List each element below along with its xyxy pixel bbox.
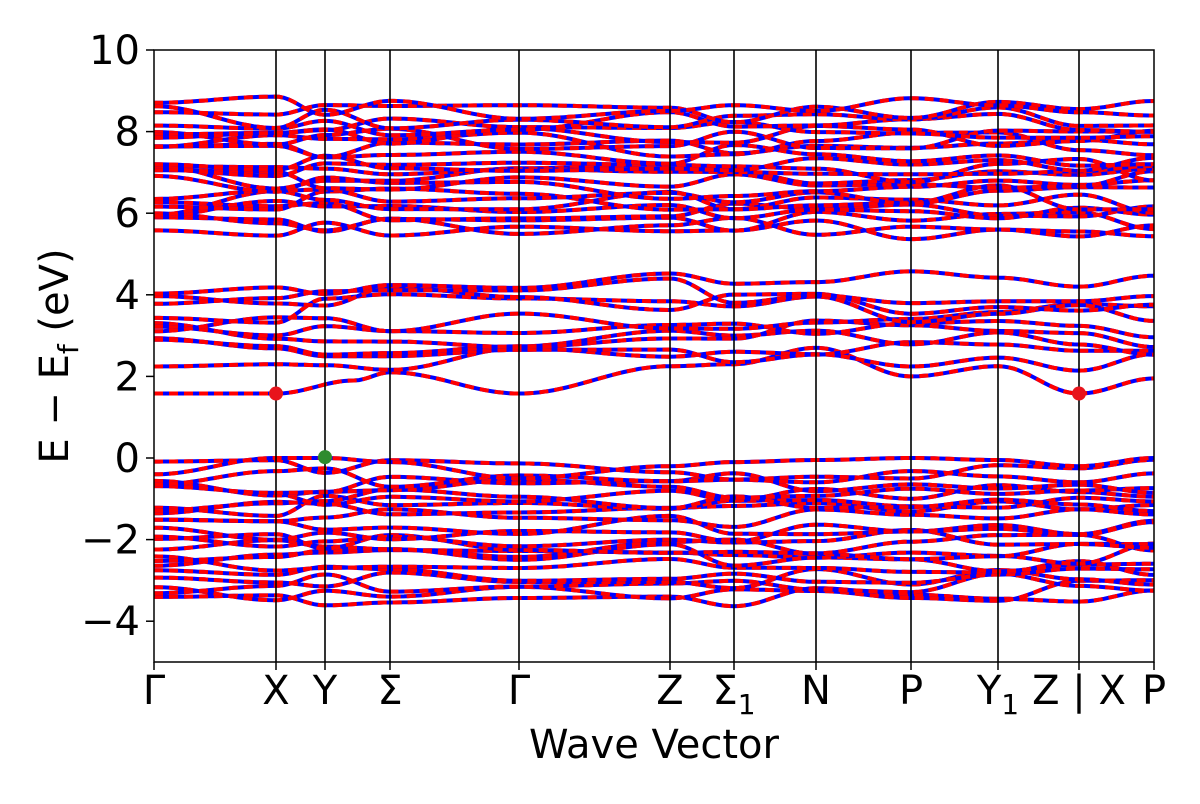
x-tick-label: X — [262, 668, 289, 714]
band-line-spin-a — [154, 578, 1154, 603]
vbm-marker — [318, 450, 332, 465]
band-line-spin-a — [154, 518, 1154, 544]
band-line-spin-a — [154, 276, 1154, 306]
band-line-spin-a — [154, 163, 1154, 177]
y-tick-label: −4 — [81, 599, 140, 645]
band-edge-markers — [269, 386, 1086, 465]
x-tick-label: Y1 — [976, 668, 1019, 721]
y-axis-title: E − Ef (eV) — [32, 248, 85, 463]
y-tick-label: 4 — [115, 273, 140, 319]
band-line-spin-a — [154, 104, 1154, 131]
band-line-spin-a — [154, 162, 1154, 191]
band-line-spin-a — [154, 285, 1154, 316]
band-line-spin-a — [154, 487, 1154, 514]
band-line-spin-a — [154, 328, 1154, 357]
band-line-spin-a — [154, 168, 1154, 192]
x-tick-label: Γ — [508, 668, 531, 714]
bands-layer — [154, 94, 1154, 609]
band-line-spin-a — [154, 292, 1154, 325]
y-tick-label: 6 — [115, 191, 140, 237]
band-line-spin-a — [154, 507, 1154, 529]
x-tick-label: Σ — [377, 668, 402, 714]
band-line-spin-a — [154, 493, 1154, 518]
svg-text:E − Ef (eV): E − Ef (eV) — [32, 248, 85, 463]
y-tick-label: 10 — [89, 28, 140, 74]
x-tick-label: Z | X — [1032, 668, 1126, 714]
x-tick-label: N — [801, 668, 831, 714]
x-axis-title: Wave Vector — [529, 722, 780, 768]
band-line-spin-a — [154, 200, 1154, 223]
x-tick-label: Γ — [143, 668, 166, 714]
band-line-spin-a — [154, 346, 1154, 373]
band-line-spin-a — [154, 554, 1154, 577]
band-line-spin-a — [154, 173, 1154, 201]
band-line-spin-a — [154, 126, 1154, 151]
y-tick-label: −2 — [81, 518, 140, 564]
high-symmetry-lines — [275, 50, 1080, 662]
band-line-spin-a — [154, 199, 1154, 221]
y-axis-title-unit: (eV) — [32, 248, 78, 344]
band-line-spin-a — [154, 457, 1154, 482]
cbm-marker — [269, 386, 283, 401]
band-line-spin-a — [154, 318, 1154, 350]
band-line-spin-a — [154, 466, 1154, 489]
y-tick-label: 8 — [115, 110, 140, 156]
band-line-spin-a — [154, 189, 1154, 218]
band-line-spin-a — [154, 513, 1154, 538]
plot-frame — [153, 49, 1155, 663]
band-line-spin-a — [154, 301, 1154, 334]
x-tick-label: P — [1142, 668, 1166, 714]
band-line-spin-a — [154, 345, 1154, 396]
x-tick-label: Σ1 — [712, 668, 755, 721]
x-tick-label: P — [899, 668, 923, 714]
x-axis: Γ X Y Σ Γ Z Σ1 N P Y1 Z | X P — [143, 662, 1166, 721]
band-line-spin-a — [154, 110, 1154, 138]
y-axis-title-sub: f — [52, 343, 85, 354]
band-line-spin-a — [154, 482, 1154, 507]
band-line-spin-a — [154, 99, 1154, 125]
band-line-spin-a — [154, 319, 1154, 340]
x-tick-label: Y — [312, 668, 338, 714]
y-tick-label: 2 — [115, 354, 140, 400]
y-axis: 10 8 6 4 2 0 −2 −4 — [81, 28, 154, 645]
x-tick-label: Z — [656, 668, 683, 714]
band-line-spin-a — [154, 269, 1154, 296]
cbm-marker — [1072, 386, 1086, 401]
band-line-spin-a — [154, 94, 1154, 121]
band-line-spin-a — [154, 130, 1154, 159]
y-axis-title-main: E − E — [32, 354, 78, 464]
y-tick-label: 0 — [115, 436, 140, 482]
band-line-spin-a — [154, 532, 1154, 556]
band-line-spin-a — [154, 528, 1154, 550]
